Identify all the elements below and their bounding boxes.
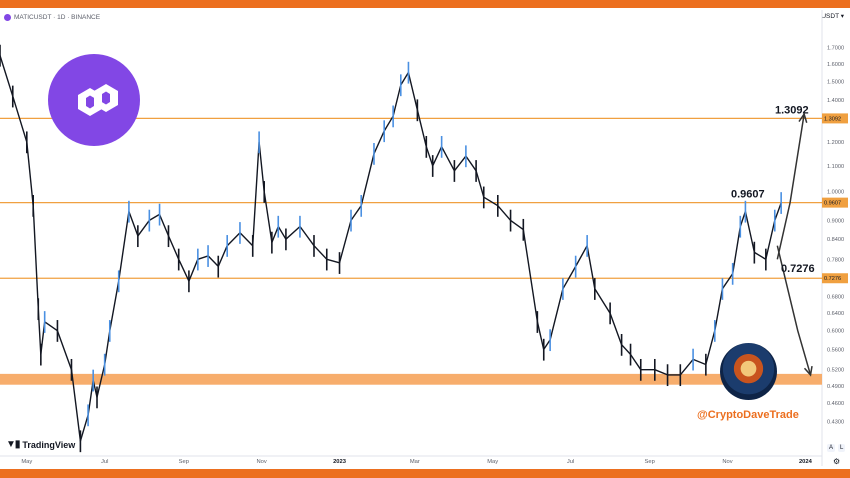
chevron-down-icon: ▾ [840,13,844,20]
y-tick-label: 0.4600 [827,401,844,407]
level-label: 1.3092 [775,104,809,116]
tradingview-logo-icon: ▼▮ [6,439,20,450]
projection-arrowhead [803,365,813,377]
y-tick-label: 1.4000 [827,98,844,104]
y-tick-label: 0.9000 [827,218,844,224]
bottom-orange-bar [0,469,850,478]
author-avatar [720,343,777,400]
log-scale-button[interactable]: L [838,444,846,452]
y-tick-label: 0.8400 [827,237,844,243]
level-price-tag-label: 0.9607 [824,201,841,207]
y-tick-label: 0.6400 [827,311,844,317]
y-tick-label: 0.6800 [827,295,844,301]
x-tick-label: Jul [567,459,574,465]
level-price-tag-label: 1.3092 [824,116,841,122]
polygon-logo [48,54,140,146]
top-orange-bar [0,0,850,8]
support-zone [0,373,822,385]
symbol-header[interactable]: MATICUSDT · 1D · BINANCE [4,11,100,23]
y-tick-label: 1.7000 [827,45,844,51]
x-tick-label: 2024 [799,459,813,465]
level-price-tag [822,273,848,284]
level-price-tag [822,113,848,124]
x-tick-label: Sep [645,459,655,465]
y-tick-label: 1.1000 [827,164,844,170]
level-price-tag-label: 0.7276 [824,276,841,282]
auto-scale-button[interactable]: A [827,444,836,452]
matic-coin-icon [4,13,11,21]
tradingview-watermark[interactable]: ▼▮ TradingView [6,439,75,450]
author-handle: @CryptoDaveTrade [697,409,799,421]
currency-selector[interactable]: USDT ▾ [821,12,844,20]
gear-icon[interactable]: ⚙ [833,457,841,466]
level-label: 0.9607 [731,189,765,201]
x-tick-label: Mar [410,459,420,465]
projection-arrowhead [798,112,808,123]
projection-arrow [776,245,812,376]
y-tick-label: 0.5200 [827,368,844,374]
projection-arrow [776,114,805,260]
x-tick-label: May [21,459,32,465]
x-tick-label: Jul [101,459,108,465]
symbol-label: MATICUSDT · 1D · BINANCE [14,13,101,21]
y-tick-label: 1.5000 [827,79,844,85]
polygon-logo-mark [78,84,118,116]
x-tick-label: Nov [722,459,732,465]
x-tick-label: Sep [179,459,189,465]
x-tick-label: Nov [257,459,267,465]
x-tick-label: May [487,459,498,465]
tradingview-label: TradingView [22,439,76,450]
x-tick-label: 2023 [333,459,347,465]
level-label: 0.7276 [781,263,815,275]
y-tick-label: 1.6000 [827,62,844,68]
y-tick-label: 1.0000 [827,190,844,196]
level-price-tag [822,197,848,208]
y-tick-label: 0.7800 [827,257,844,263]
y-tick-label: 0.4300 [827,419,844,425]
y-tick-label: 0.6000 [827,329,844,335]
currency-label: USDT [821,13,839,20]
y-tick-label: 1.2000 [827,140,844,146]
y-tick-label: 0.5600 [827,347,844,353]
y-tick-label: 0.4900 [827,384,844,390]
